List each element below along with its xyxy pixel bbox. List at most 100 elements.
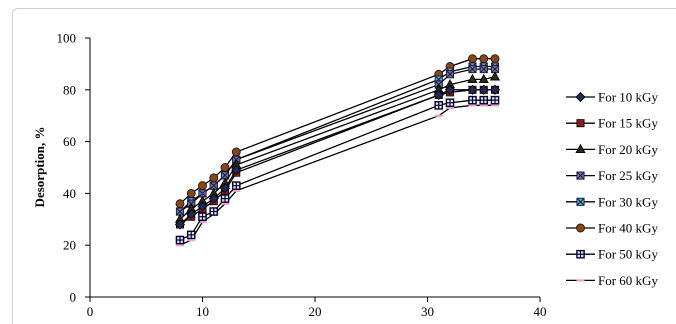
data-point [468, 65, 477, 74]
legend-item: For 30 kGy [566, 194, 658, 209]
legend-label: For 15 kGy [598, 116, 658, 131]
data-point [445, 98, 455, 108]
marker-cross-line [479, 65, 488, 74]
data-point [209, 207, 219, 216]
legend-label: For 40 kGy [598, 221, 658, 236]
data-point [479, 65, 488, 74]
data-point [174, 219, 186, 230]
data-point [208, 193, 219, 204]
data-point [490, 54, 500, 64]
data-point [434, 101, 444, 110]
legend-item: For 40 kGy [566, 221, 658, 236]
legend-marker [576, 171, 585, 180]
data-point [186, 188, 196, 198]
triangle-marker [489, 71, 501, 81]
data-point [468, 95, 477, 105]
data-point [220, 194, 230, 203]
marker-cross-line [176, 207, 184, 216]
diamond-marker [433, 89, 444, 101]
diamond-marker [186, 209, 197, 220]
diamond-marker [478, 84, 489, 95]
square-marker [576, 119, 585, 128]
circle-marker [231, 147, 241, 157]
data-point [478, 84, 489, 95]
marker-cross-line [198, 189, 207, 198]
legend-item: For 15 kGy [566, 116, 658, 131]
data-point [231, 165, 242, 176]
y-tick-label: 20 [63, 238, 76, 253]
legend-marker [575, 143, 586, 154]
data-point [478, 73, 489, 84]
x-tick-label: 30 [421, 304, 434, 319]
triangle-marker [467, 73, 478, 84]
marker-cross-line [446, 70, 454, 79]
circle-marker [186, 188, 196, 198]
data-point [489, 71, 501, 81]
data-point [198, 212, 207, 222]
legend-label: For 20 kGy [598, 142, 658, 157]
y-tick-label: 40 [63, 186, 76, 201]
x-tick-label: 40 [534, 304, 547, 319]
data-point [490, 95, 500, 105]
circle-marker [576, 223, 585, 233]
data-point [209, 173, 219, 183]
y-tick-label: 0 [70, 290, 77, 305]
diamond-marker [197, 201, 208, 212]
legend-item: For 25 kGy [566, 168, 658, 183]
data-point [197, 201, 208, 212]
data-point [231, 147, 241, 157]
legend-marker [576, 249, 585, 259]
data-point [445, 70, 455, 79]
data-point [220, 171, 230, 180]
legend-label: For 10 kGy [598, 90, 658, 105]
x-tick-label: 20 [309, 304, 322, 319]
marker-cross-line [491, 65, 499, 74]
diamond-marker [467, 84, 478, 95]
diamond-marker [575, 91, 586, 103]
data-point [175, 235, 185, 245]
data-point [489, 84, 501, 95]
y-tick-label: 100 [57, 31, 77, 46]
data-point [433, 89, 444, 101]
triangle-marker [575, 143, 586, 154]
data-point [467, 84, 478, 95]
data-point [198, 181, 207, 191]
data-point [220, 163, 230, 172]
data-point [444, 84, 456, 95]
y-tick-label: 60 [63, 134, 76, 149]
x-tick-label: 0 [87, 304, 94, 319]
legend-item: For 20 kGy [566, 142, 658, 157]
marker-cross-line [468, 65, 477, 74]
legend: For 10 kGy For 15 kGy For 20 kGy For 25 kGy… [566, 90, 658, 288]
data-point [231, 181, 241, 190]
y-axis-label: Desorption, % [32, 127, 47, 208]
series-group [175, 95, 500, 245]
diamond-marker [208, 193, 219, 204]
x-tick-label: 10 [196, 304, 209, 319]
diamond-marker [174, 219, 186, 230]
circle-marker [490, 54, 500, 64]
data-point [219, 183, 231, 194]
data-point [186, 230, 196, 240]
legend-label: For 30 kGy [598, 194, 658, 209]
diamond-marker [219, 183, 231, 194]
y-tick-label: 80 [63, 82, 76, 97]
data-point [479, 95, 489, 105]
diamond-marker [231, 165, 242, 176]
figure-border [12, 8, 676, 324]
triangle-marker [478, 73, 489, 84]
series-group [174, 84, 501, 230]
diamond-marker [489, 84, 501, 95]
series-group [175, 54, 500, 209]
axes: 0 20 40 60 80 100 0 10 20 30 40 [57, 31, 547, 320]
circle-marker [198, 181, 207, 191]
data-point [467, 73, 478, 84]
legend-item: For 60 kGy [566, 273, 658, 288]
marker-cross-line [209, 181, 218, 190]
legend-label: For 50 kGy [598, 247, 658, 262]
circle-marker [209, 173, 219, 183]
data-point [468, 54, 477, 64]
legend-item: For 10 kGy [566, 90, 658, 105]
data-point [175, 199, 185, 209]
